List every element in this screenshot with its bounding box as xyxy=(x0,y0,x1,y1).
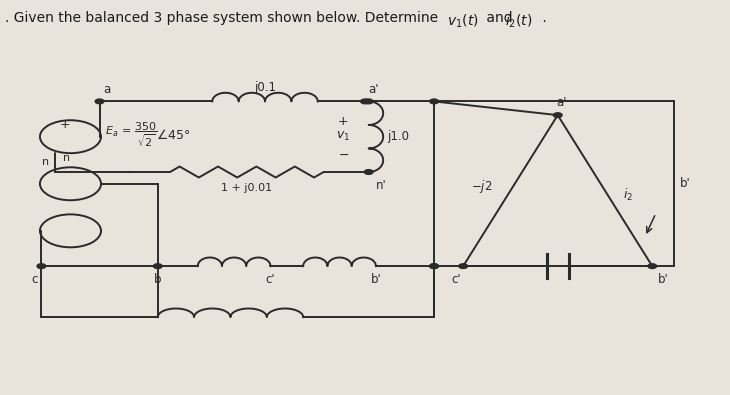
Text: c': c' xyxy=(266,273,275,286)
Circle shape xyxy=(430,99,439,104)
Text: .: . xyxy=(538,11,547,25)
Text: $-j2$: $-j2$ xyxy=(471,178,492,195)
Text: +: + xyxy=(338,115,348,128)
Circle shape xyxy=(153,264,162,269)
Text: a': a' xyxy=(556,96,566,109)
Text: $v_1(t)$: $v_1(t)$ xyxy=(447,12,479,30)
Circle shape xyxy=(37,264,46,269)
Circle shape xyxy=(430,264,439,269)
Text: n: n xyxy=(64,153,70,163)
Text: c: c xyxy=(31,273,38,286)
Text: j1.0: j1.0 xyxy=(387,130,409,143)
Text: $v_1$: $v_1$ xyxy=(336,130,350,143)
Text: +: + xyxy=(59,118,70,131)
Circle shape xyxy=(459,264,467,269)
Text: 1 + j0.01: 1 + j0.01 xyxy=(221,183,272,193)
Text: $i_2(t)$: $i_2(t)$ xyxy=(505,12,533,30)
Text: a: a xyxy=(103,83,110,96)
Circle shape xyxy=(364,169,373,174)
Text: b': b' xyxy=(680,177,691,190)
Circle shape xyxy=(364,99,373,104)
Circle shape xyxy=(553,113,562,117)
Text: $-$: $-$ xyxy=(337,148,349,161)
Text: a': a' xyxy=(369,83,379,96)
Text: . Given the balanced 3 phase system shown below. Determine: . Given the balanced 3 phase system show… xyxy=(5,11,442,25)
Text: $i_2$: $i_2$ xyxy=(623,186,633,203)
Text: n': n' xyxy=(376,179,387,192)
Circle shape xyxy=(361,99,369,104)
Text: b': b' xyxy=(371,273,381,286)
Text: and: and xyxy=(482,11,517,25)
Text: j0.1: j0.1 xyxy=(254,81,276,94)
Text: n: n xyxy=(42,157,50,167)
Circle shape xyxy=(95,99,104,104)
Circle shape xyxy=(648,264,656,269)
Circle shape xyxy=(430,264,439,269)
Text: $\angle 45°$: $\angle 45°$ xyxy=(155,128,190,142)
Text: $E_a\,=\,\dfrac{350}{\sqrt{2}}$: $E_a\,=\,\dfrac{350}{\sqrt{2}}$ xyxy=(104,120,157,149)
Text: b: b xyxy=(154,273,161,286)
Text: c': c' xyxy=(451,273,461,286)
Text: b': b' xyxy=(658,273,669,286)
